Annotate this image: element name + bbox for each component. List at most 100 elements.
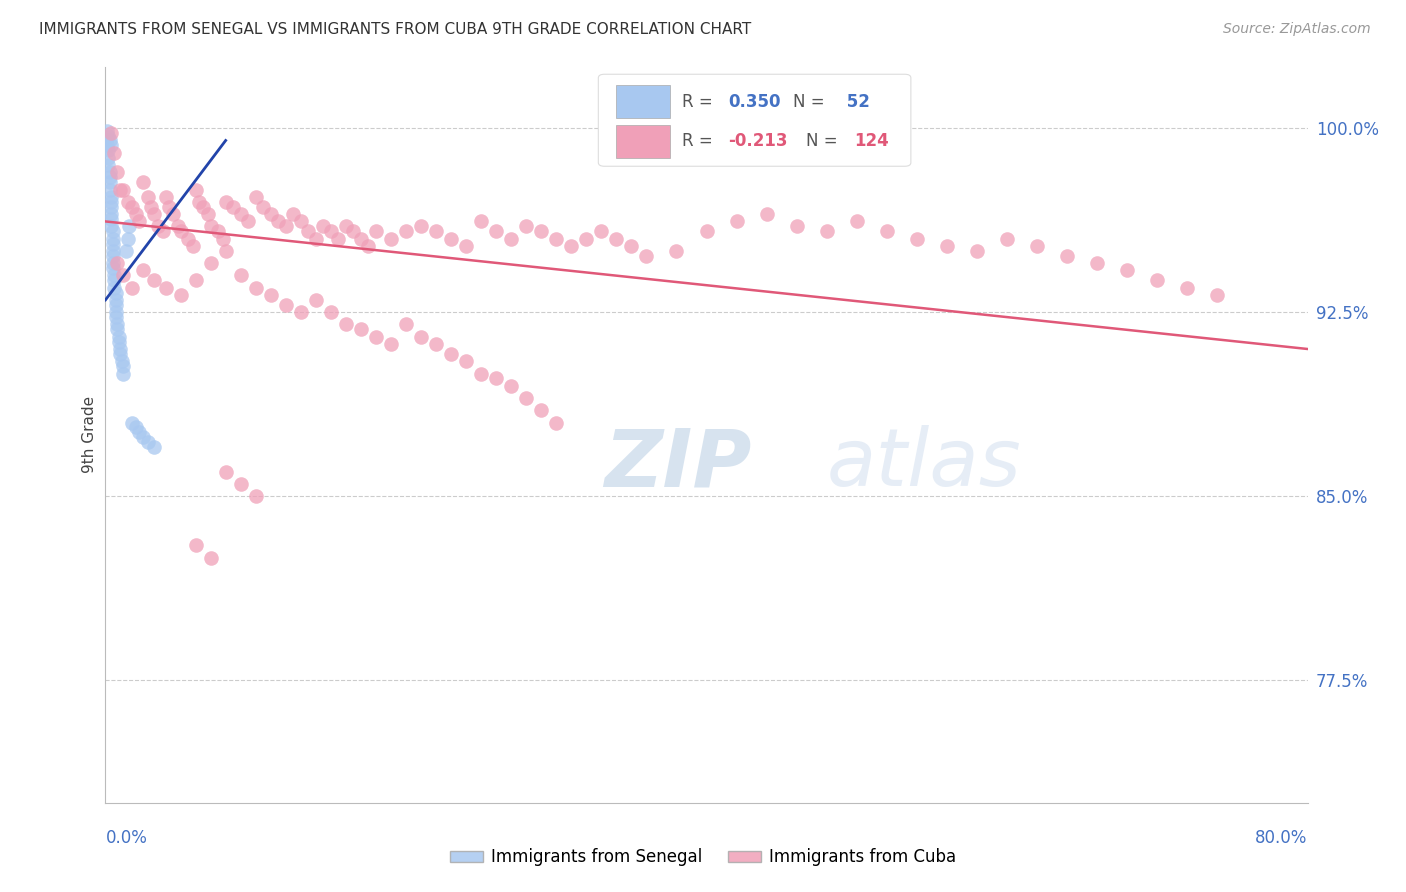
Point <box>229 476 252 491</box>
Point <box>260 288 283 302</box>
Point <box>112 359 135 373</box>
Point <box>139 200 162 214</box>
Point <box>229 207 252 221</box>
Point <box>103 145 125 160</box>
Point <box>605 232 627 246</box>
Point <box>97 128 120 143</box>
Point <box>936 239 959 253</box>
Text: R =: R = <box>682 132 718 151</box>
Point <box>155 190 177 204</box>
Point <box>229 268 252 283</box>
Point <box>238 214 260 228</box>
Point <box>319 305 342 319</box>
Point <box>222 200 245 214</box>
FancyBboxPatch shape <box>599 74 911 166</box>
Point <box>696 224 718 238</box>
Point <box>380 337 402 351</box>
Point <box>454 239 477 253</box>
Point <box>98 175 121 189</box>
Point <box>297 224 319 238</box>
Point <box>101 249 124 263</box>
Point <box>97 158 120 172</box>
Point <box>515 219 537 234</box>
Point <box>440 347 463 361</box>
Point <box>103 268 125 283</box>
FancyBboxPatch shape <box>616 125 671 158</box>
Point <box>845 214 868 228</box>
Point <box>1206 288 1229 302</box>
Point <box>142 273 165 287</box>
Y-axis label: 9th Grade: 9th Grade <box>82 396 97 474</box>
Point <box>283 207 305 221</box>
Point <box>905 232 928 246</box>
Text: ZIP: ZIP <box>605 425 752 503</box>
Point <box>966 244 988 258</box>
Point <box>995 232 1018 246</box>
Point <box>124 207 146 221</box>
Point <box>245 190 267 204</box>
Point <box>546 416 568 430</box>
Point <box>1026 239 1049 253</box>
Point <box>108 334 131 349</box>
Point <box>380 232 402 246</box>
Text: 52: 52 <box>841 93 870 111</box>
Point <box>876 224 898 238</box>
Point <box>132 263 155 277</box>
Point <box>1085 256 1108 270</box>
Point <box>104 310 127 324</box>
Point <box>207 224 229 238</box>
Point <box>128 214 150 228</box>
Point <box>328 232 350 246</box>
Point <box>97 144 120 158</box>
Point <box>290 305 312 319</box>
Point <box>142 207 165 221</box>
Point <box>166 219 188 234</box>
Point <box>200 256 222 270</box>
Point <box>155 280 177 294</box>
Text: 0.0%: 0.0% <box>105 829 148 847</box>
Point <box>100 211 122 226</box>
Point <box>108 329 131 343</box>
Point <box>214 465 236 479</box>
Point <box>197 207 219 221</box>
Point <box>96 123 118 137</box>
Point <box>101 260 124 275</box>
Point <box>152 224 174 238</box>
Point <box>350 322 373 336</box>
Point <box>335 318 357 332</box>
Point <box>112 367 135 381</box>
Point <box>200 219 222 234</box>
Point <box>101 232 124 246</box>
Point <box>98 170 121 185</box>
Point <box>425 337 447 351</box>
Point <box>100 200 122 214</box>
Point <box>274 298 297 312</box>
Point <box>132 430 155 444</box>
Point <box>395 224 418 238</box>
Point <box>636 249 658 263</box>
Point <box>409 329 432 343</box>
Point <box>191 200 214 214</box>
Point <box>104 298 127 312</box>
Point <box>725 214 748 228</box>
Point <box>470 214 492 228</box>
Point <box>409 219 432 234</box>
Text: atlas: atlas <box>827 425 1022 503</box>
Point <box>267 214 290 228</box>
Point <box>118 219 141 234</box>
Point <box>117 194 139 209</box>
Point <box>101 256 124 270</box>
Point <box>755 207 778 221</box>
Point <box>101 224 124 238</box>
Point <box>815 224 838 238</box>
Point <box>169 288 191 302</box>
Point <box>357 239 380 253</box>
Point <box>454 354 477 368</box>
Point <box>364 224 387 238</box>
Point <box>425 224 447 238</box>
Point <box>157 200 180 214</box>
Point <box>530 224 553 238</box>
Point <box>100 207 122 221</box>
Point <box>187 194 209 209</box>
Point <box>121 280 143 294</box>
